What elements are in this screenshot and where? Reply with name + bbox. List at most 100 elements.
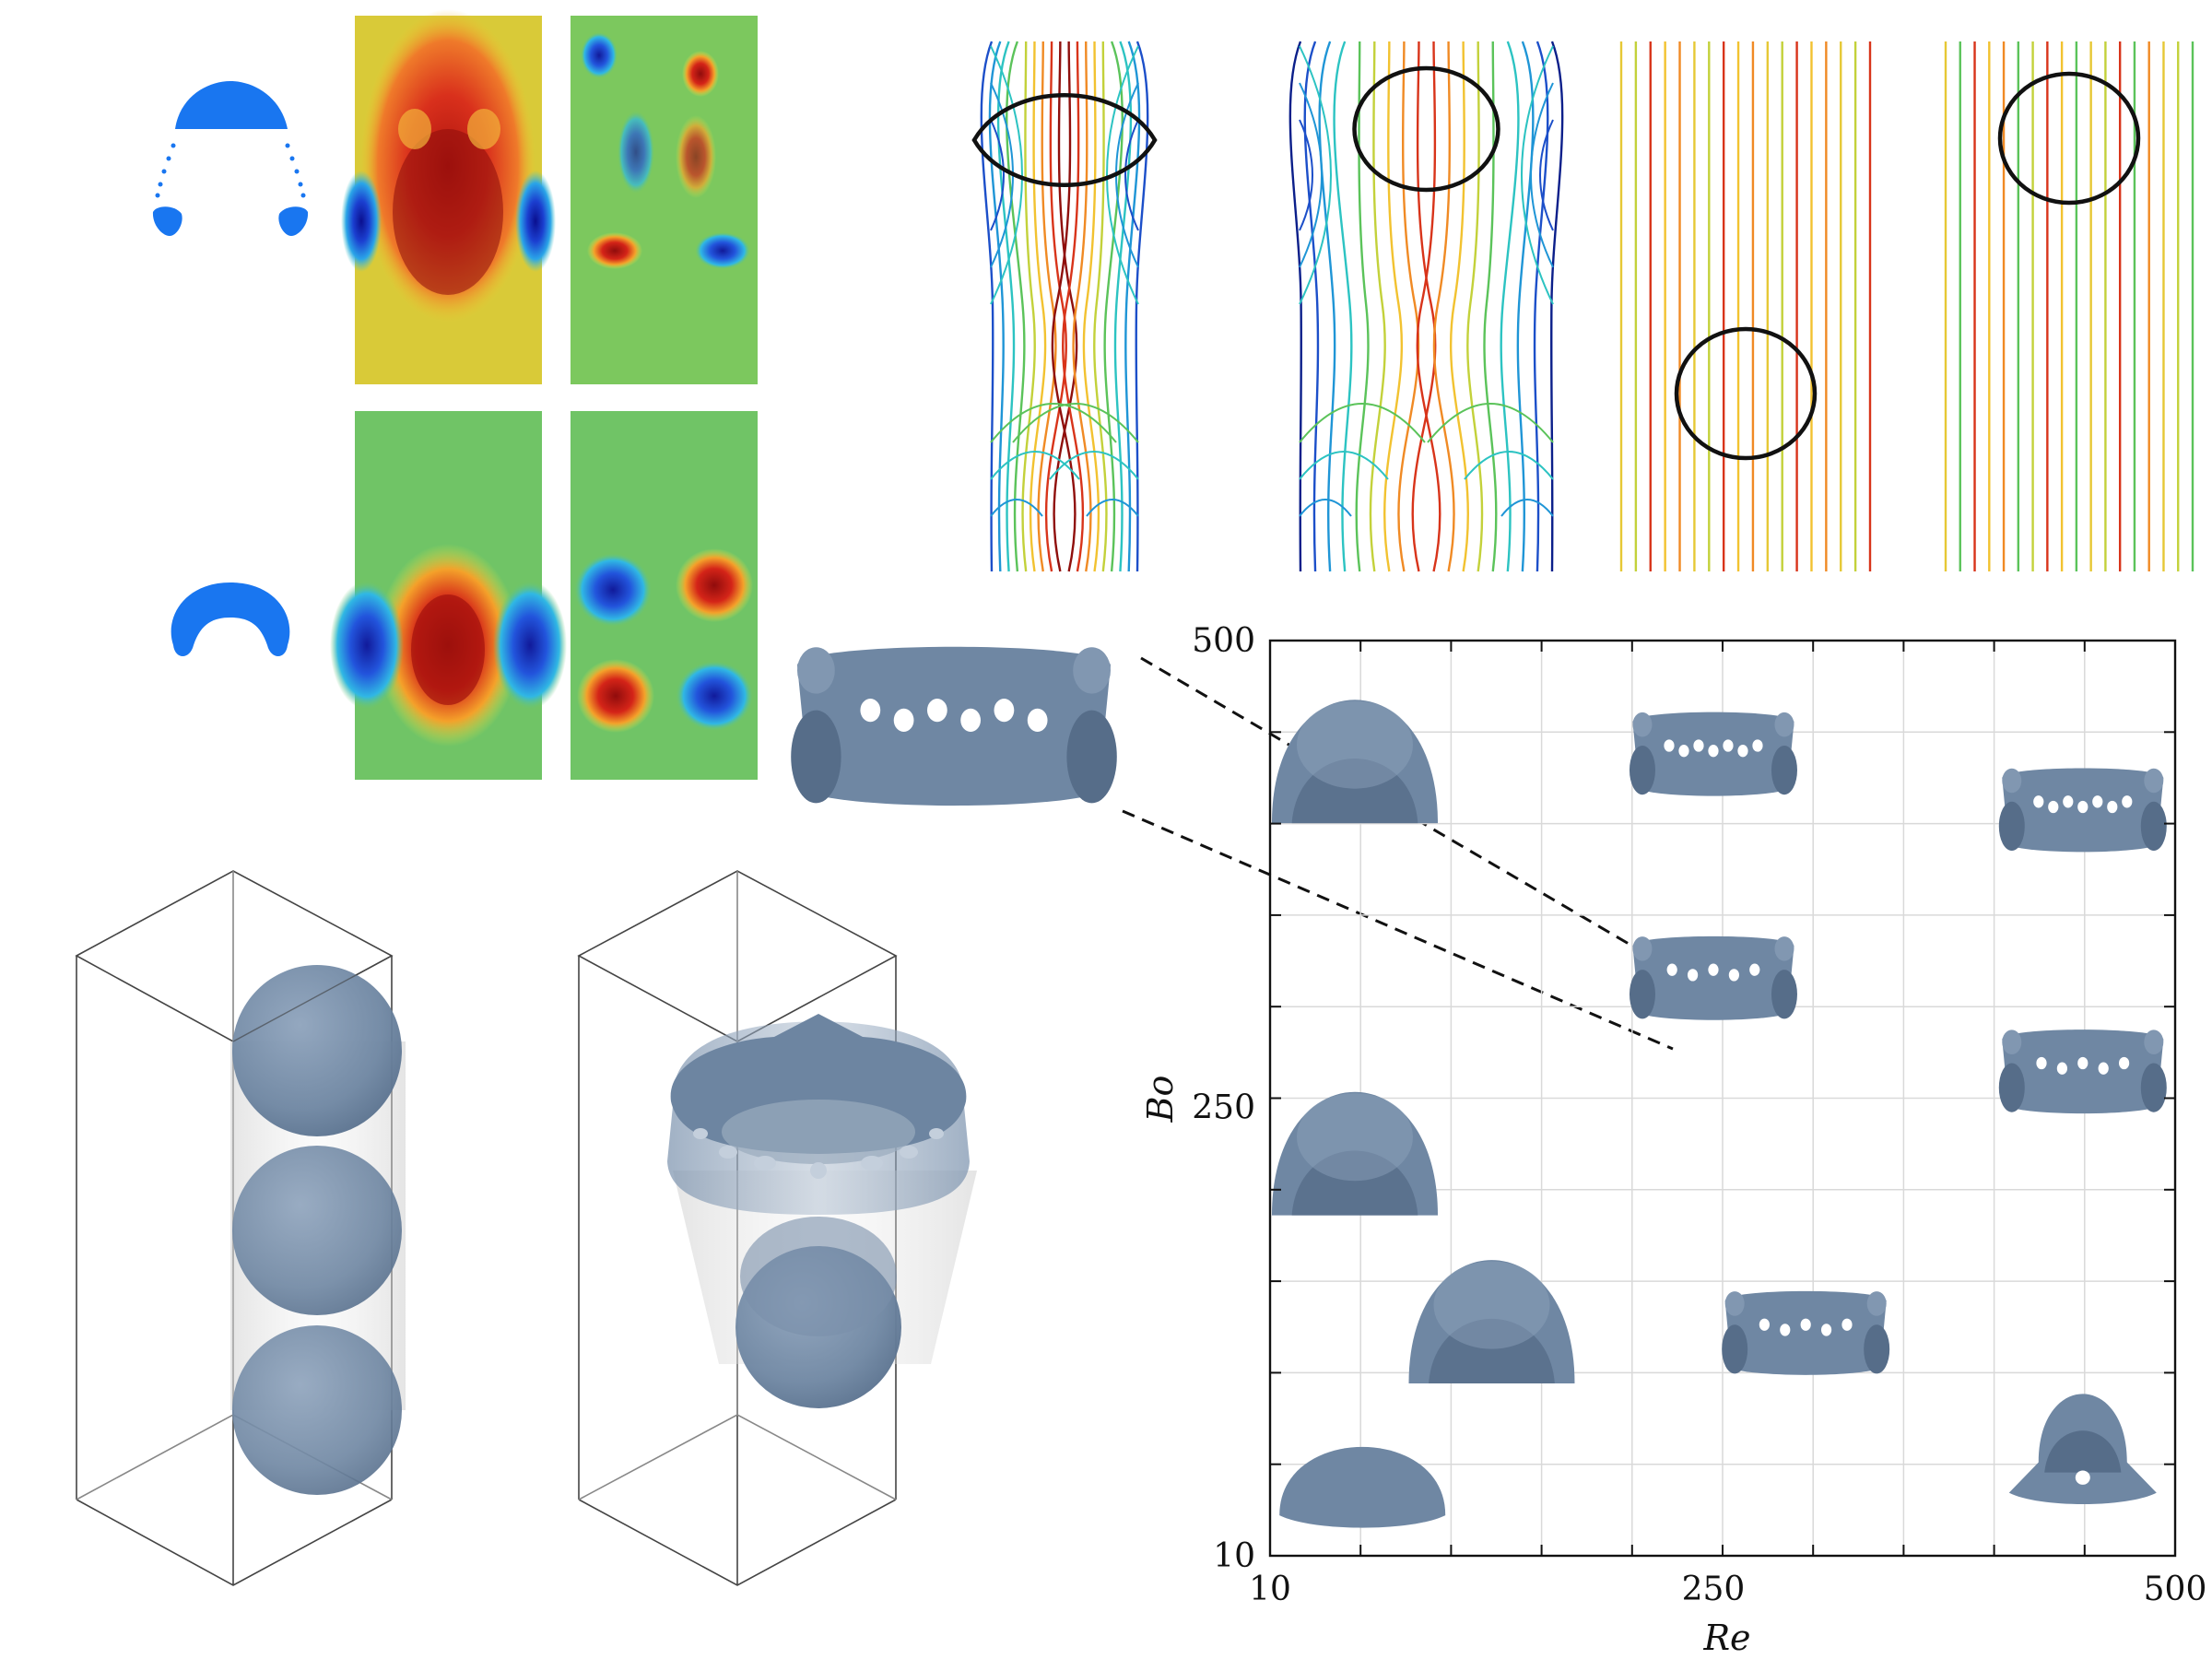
recirculation-loop <box>1086 499 1139 517</box>
y-tick-label: 500 <box>1192 622 1255 660</box>
bubble-shape <box>797 646 1111 806</box>
recirculation-loop <box>1012 403 1139 443</box>
regime-point-dome <box>1272 1091 1438 1216</box>
recirculation-loop <box>990 45 1023 305</box>
recirculation-loop <box>1124 119 1139 231</box>
regime-point-skirt <box>2008 1394 2157 1505</box>
bubble-shape <box>1632 936 1653 961</box>
bubble-hole <box>1664 739 1675 752</box>
bubble-shape <box>1297 1093 1413 1182</box>
chart-marks <box>1272 700 2167 1528</box>
bubble-shape <box>1429 1318 1555 1384</box>
streamline <box>1006 41 1026 572</box>
bubble-shape <box>1629 970 1655 1019</box>
streamline <box>1449 41 1469 572</box>
bubble-hole <box>1693 739 1704 752</box>
bubble-hole <box>860 699 881 723</box>
bubble-hole <box>2107 800 2118 814</box>
bubble-shape <box>1279 1446 1446 1528</box>
bubble-shape <box>1297 700 1413 789</box>
bubble-hole <box>2063 795 2074 808</box>
streamline-panel-1 <box>971 41 1158 572</box>
recirculation-loop <box>1299 82 1323 268</box>
bubble-hole <box>926 699 947 723</box>
bubble-shape <box>1774 712 1794 737</box>
bubble-hole <box>994 699 1015 723</box>
streamline <box>1029 41 1047 572</box>
bubble-shape <box>1073 647 1111 694</box>
bubble-hole <box>1752 739 1763 752</box>
bubble-shape <box>797 647 835 694</box>
bubble-hole <box>2075 1470 2090 1485</box>
bubble-interface <box>971 93 1158 187</box>
bubble-hole <box>1666 963 1677 976</box>
bubble-shape <box>1774 936 1794 961</box>
streamline <box>1021 41 1036 572</box>
bubble-hole <box>1708 963 1719 976</box>
regime-point-perforated-ring <box>1998 768 2167 853</box>
bubble-shape <box>2002 1030 2022 1055</box>
bubble-interface <box>1352 65 1500 193</box>
streamline <box>1093 41 1108 572</box>
enlarged-bubble-inset <box>791 646 1117 806</box>
recirculation-loop <box>1464 451 1554 480</box>
callout-lines <box>1122 656 1678 1051</box>
regime-point-perforated-ring <box>1722 1290 1890 1375</box>
y-tick-label: 250 <box>1192 1089 1255 1127</box>
recirculation-loop <box>1049 451 1139 480</box>
bubble-shape <box>2044 1430 2122 1473</box>
y-tick-label: 10 <box>1213 1537 1255 1575</box>
x-tick-label: 10 <box>1249 1571 1291 1608</box>
bubble-interface <box>1997 71 2141 206</box>
streamline <box>1082 41 1100 572</box>
bubble-shape <box>1632 712 1653 737</box>
bubble-shape <box>1998 1063 2025 1112</box>
recirculation-loop <box>1530 82 1554 268</box>
regime-point-perforated-ring <box>1998 1030 2167 1114</box>
streamline <box>1318 41 1336 572</box>
regime-map-chart: 10 250 500 10 250 500 Re Bo <box>1140 622 2206 1658</box>
field-map-bottom-velocity <box>330 411 567 780</box>
bubble-shape <box>1722 1324 1748 1374</box>
bubble-hole <box>1687 969 1699 982</box>
regime-point-cap <box>1279 1446 1446 1528</box>
bubble-shape <box>1771 745 1797 795</box>
recirculation-loop <box>1539 119 1554 231</box>
bubble-shape <box>2144 1030 2164 1055</box>
bubble-hole <box>893 708 914 733</box>
streamline <box>1062 41 1085 572</box>
bubble-hole <box>2092 795 2103 808</box>
chart-ticks: 10 250 500 10 250 500 <box>1192 622 2206 1608</box>
bubble-hole <box>2056 1062 2067 1075</box>
y-axis-label: Bo <box>1140 1076 1181 1124</box>
droplet-2d-crescent <box>171 582 290 656</box>
streamline <box>1533 41 1549 572</box>
streamline <box>1383 41 1404 572</box>
streamline <box>1416 41 1441 572</box>
streamline <box>1044 41 1067 572</box>
regime-point-perforated-ring <box>1629 935 1797 1020</box>
streamline <box>1051 41 1077 572</box>
bubble-hole <box>2118 1056 2130 1070</box>
streamline-panel-2 <box>1288 41 1564 572</box>
recirculation-loop <box>1106 45 1139 305</box>
streamline <box>1516 41 1535 572</box>
field-map-top-vorticity <box>571 16 758 384</box>
bubble-shape <box>1866 1291 1887 1316</box>
x-axis-label: Re <box>1702 1618 1750 1658</box>
bubble-hole <box>1820 1324 1832 1336</box>
bubble-shape <box>1724 1291 1745 1316</box>
streamline <box>1432 41 1455 572</box>
bubble-shape <box>1291 758 1418 824</box>
streamline <box>996 41 1016 572</box>
bubble-shape <box>2140 801 2167 851</box>
streamline <box>1500 41 1520 572</box>
bubble-interface <box>1674 326 1818 461</box>
recirculation-loop <box>1299 499 1352 517</box>
bubble-hole <box>2036 1056 2047 1070</box>
bubble-hole <box>1737 745 1748 758</box>
bubble-shape <box>1629 745 1655 795</box>
bubble-hole <box>1027 708 1048 733</box>
streamline <box>1483 41 1498 572</box>
streamline <box>1355 41 1370 572</box>
